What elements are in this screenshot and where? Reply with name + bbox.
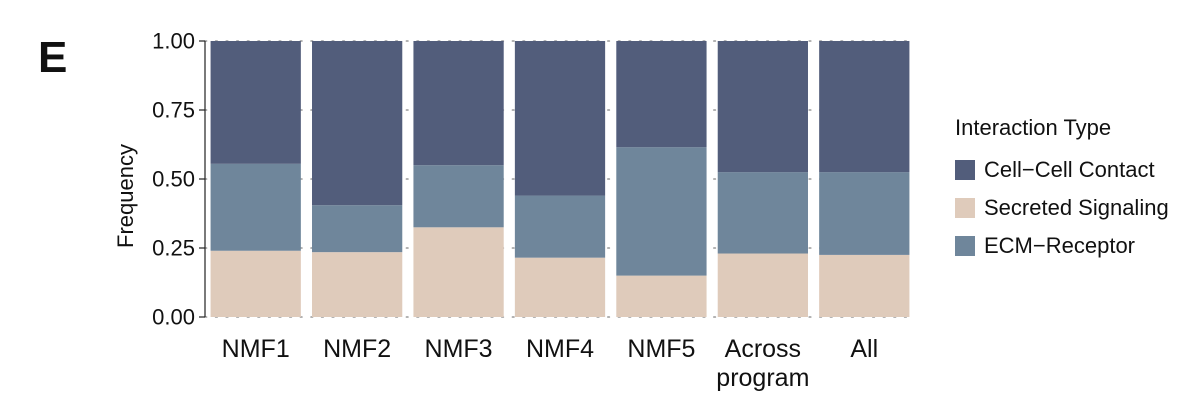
x-tick-label-2: NMF3 (425, 335, 493, 363)
y-axis-label: Frequency (113, 144, 138, 248)
legend-title: Interaction Type (955, 115, 1111, 140)
legend-label-0: Cell−Cell Contact (984, 157, 1155, 182)
bar-segment-3-0 (514, 257, 606, 317)
y-tick-label-4: 1.00 (152, 29, 195, 54)
bar-segment-5-1 (717, 172, 808, 254)
bar-segment-2-2 (413, 41, 504, 166)
bar-segment-6-0 (819, 254, 910, 317)
bar-segment-1-0 (312, 252, 403, 317)
bar-segment-0-2 (210, 41, 301, 164)
bar-segment-0-0 (210, 250, 301, 317)
x-tick-label-4: NMF5 (627, 335, 695, 363)
bar-segment-4-1 (616, 147, 707, 276)
legend: Interaction Type Cell−Cell Contact Secret… (955, 115, 1169, 258)
x-tick-label-0: NMF1 (222, 335, 290, 363)
legend-swatch-2 (955, 236, 975, 256)
y-tick-label-3: 0.75 (152, 98, 195, 123)
panel-label: E (38, 33, 67, 82)
bar-segment-2-0 (413, 227, 504, 317)
legend-entries: Cell−Cell Contact Secreted Signaling ECM−R… (955, 157, 1169, 258)
legend-label-1: Secreted Signaling (984, 195, 1169, 220)
y-tick-label-0: 0.00 (152, 305, 195, 330)
y-tick-label-1: 0.25 (152, 236, 195, 261)
bar-segment-1-1 (312, 205, 403, 253)
bar-segment-2-1 (413, 165, 504, 228)
bar-segment-0-1 (210, 163, 301, 251)
legend-swatch-1 (955, 198, 975, 218)
x-tick-label-1: NMF2 (323, 335, 391, 363)
x-tick-label-3: NMF4 (526, 335, 594, 363)
bar-segment-6-2 (819, 41, 910, 173)
x-tick-label-5: Across program (716, 335, 809, 392)
bar-segment-3-2 (514, 41, 606, 196)
legend-label-2: ECM−Receptor (984, 233, 1135, 258)
bars-layer (210, 41, 910, 317)
bar-segment-4-0 (616, 275, 707, 317)
legend-swatch-0 (955, 160, 975, 180)
y-tick-label-2: 0.50 (152, 167, 195, 192)
x-tick-label-6: All (850, 335, 878, 363)
bar-segment-4-2 (616, 41, 707, 148)
bar-segment-5-2 (717, 41, 808, 173)
bar-segment-3-1 (514, 195, 606, 258)
bar-segment-1-2 (312, 41, 403, 206)
bar-segment-5-0 (717, 253, 808, 317)
axis-layer: 0.00 0.25 0.50 0.75 1.00 NMF1 NMF2 NMF3 NMF4 NMF5… (152, 29, 878, 393)
bar-segment-6-1 (819, 172, 910, 255)
